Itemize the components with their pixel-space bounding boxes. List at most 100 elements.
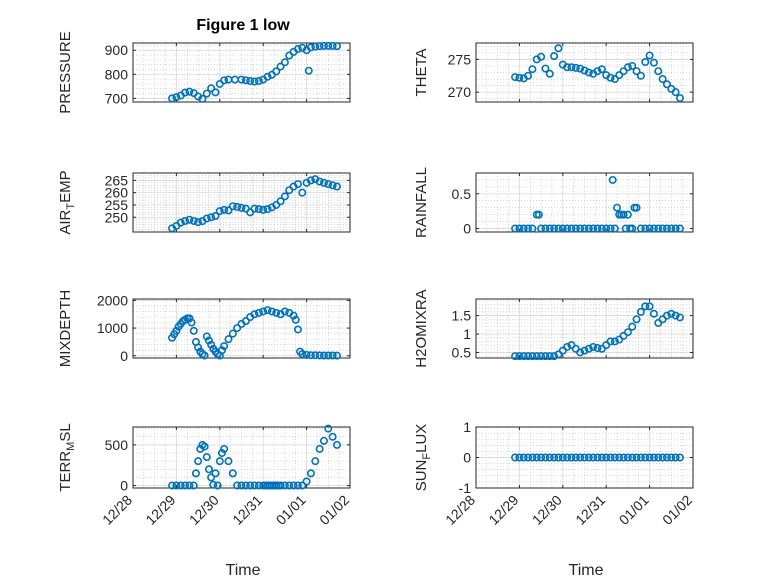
data-point [324,41,333,50]
data-point [194,218,203,227]
y-axis-label: SUNFLUX [413,424,433,492]
data-point [584,453,593,462]
series-markers [511,175,684,233]
data-point [217,346,226,355]
x-tick-label: 12/30 [529,492,565,528]
y-tick-label: 0 [463,221,471,237]
data-point [571,224,580,233]
data-point [675,313,684,322]
data-point [511,224,520,233]
y-axis-label: TERRMSL [57,423,77,491]
data-point [619,210,628,219]
data-point [250,77,259,86]
data-point [645,453,654,462]
data-point [202,89,211,98]
data-point [237,203,246,212]
data-point [632,67,641,76]
data-point [554,44,563,53]
data-point [306,43,315,52]
data-point [250,481,259,490]
data-point [654,453,663,462]
data-point [259,307,268,316]
data-point [584,224,593,233]
data-point [641,58,650,67]
data-point [628,453,637,462]
data-point [610,453,619,462]
data-point [304,66,313,75]
y-tick-label: 0 [463,450,471,466]
data-point [172,93,181,102]
data-point [628,61,637,70]
data-point [189,216,198,225]
data-point [675,224,684,233]
data-point [228,202,237,211]
data-point [649,309,658,318]
data-point [632,315,641,324]
axes-h2omixra: 0.5 1 1.5 H2OMIXRA [413,289,694,368]
y-tick-label: 270 [448,84,472,100]
data-point [667,224,676,233]
data-point [524,71,533,80]
data-point [168,94,177,103]
data-point [272,67,281,76]
y-tick-label: 0 [120,348,128,364]
y-tick-label: 1.5 [452,308,472,324]
x-tick-label: 12/31 [572,492,608,528]
data-point [675,453,684,462]
data-point [213,481,222,490]
data-point [200,351,209,360]
x-tick-label: 12/28 [442,492,478,528]
data-point [185,314,194,323]
data-point [224,335,233,344]
data-point [610,224,619,233]
series-markers [511,302,684,361]
data-point [636,307,645,316]
data-point [207,213,216,222]
data-point [217,449,226,458]
data-point [185,481,194,490]
y-tick-label: 260 [105,185,129,201]
data-point [332,351,341,360]
data-point [185,215,194,224]
data-point [537,352,546,361]
data-point [576,453,585,462]
data-point [198,94,207,103]
series-markers [168,306,341,360]
data-point [241,481,250,490]
y-tick-label: 0.5 [452,186,472,202]
data-point [328,351,337,360]
data-point [250,204,259,213]
data-point [613,203,622,212]
data-point [671,224,680,233]
data-point [580,224,589,233]
data-point [176,218,185,227]
data-point [194,457,203,466]
data-point [576,224,585,233]
data-point [311,42,320,51]
x-tick-label: 01/01 [273,492,309,528]
data-point [545,69,554,78]
data-point [224,206,233,215]
data-point [332,42,341,51]
data-point [619,67,628,76]
data-point [315,351,324,360]
data-point [645,224,654,233]
data-point [667,309,676,318]
x-tick-label: 01/02 [316,492,352,528]
y-axis-label: RAINFALL [413,167,430,238]
axes-theta: 270 275 THETA [413,42,694,103]
data-point [519,224,528,233]
x-tick-label: 01/01 [616,492,652,528]
data-point [324,424,333,433]
data-point [332,182,341,191]
data-point [524,352,533,361]
data-point [189,326,198,335]
data-point [550,352,559,361]
y-tick-label: 500 [105,437,129,453]
x-tick-label: 12/31 [229,492,265,528]
series-markers [168,41,341,103]
data-point [524,453,533,462]
data-point [528,65,537,74]
data-point [519,453,528,462]
data-point [558,453,567,462]
